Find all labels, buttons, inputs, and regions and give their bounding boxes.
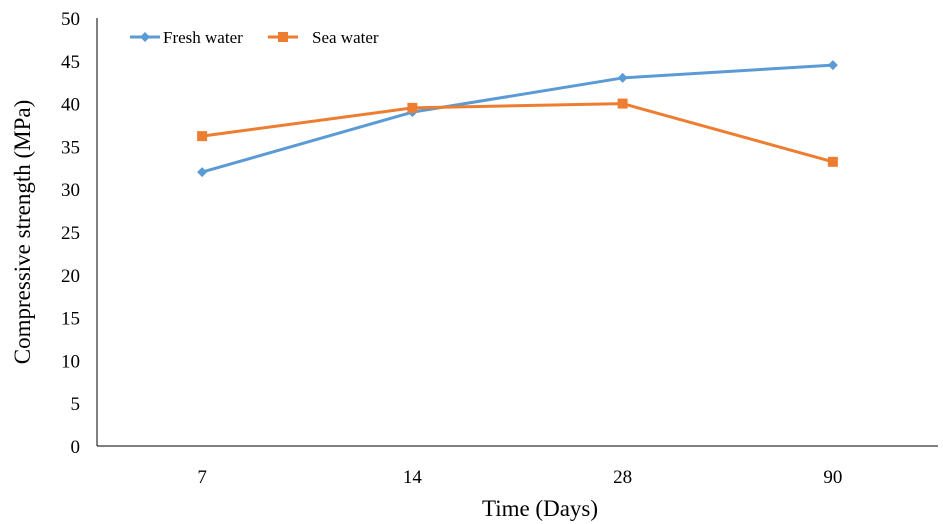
data-point-sea-water [197,131,208,142]
y-tick-label: 20 [61,266,80,287]
y-tick-label: 30 [61,180,80,201]
legend-item-sea-water: Sea water [268,28,379,47]
legend-label-fresh-water: Fresh water [163,28,243,47]
y-tick-label: 5 [71,394,81,415]
legend-label-sea-water: Sea water [312,28,379,47]
data-point-sea-water [407,102,418,113]
series-line-sea-water [201,102,834,164]
y-tick-label: 15 [61,309,80,330]
series-layer [197,60,838,178]
x-tick-label: 28 [613,467,632,488]
data-point-fresh-water [197,167,208,178]
y-tick-label: 50 [61,9,80,30]
y-tick-label: 0 [71,437,81,458]
series-line-fresh-water [201,63,833,174]
legend-marker-fresh-water [140,32,150,42]
data-point-fresh-water [827,60,838,71]
x-tick-label: 14 [403,467,423,488]
legend-item-fresh-water: Fresh water [130,28,243,47]
x-tick-label: 90 [823,467,842,488]
y-tick-labels: 0 5 10 15 20 25 30 35 40 45 50 [61,9,80,458]
y-tick-label: 40 [61,95,80,116]
axes [96,18,938,447]
data-point-fresh-water [617,72,628,83]
y-tick-label: 45 [61,52,80,73]
y-tick-label: 35 [61,137,80,158]
y-axis-title: Compressive strength (MPa) [10,100,35,364]
data-point-sea-water [617,98,628,109]
y-tick-label: 10 [61,351,80,372]
x-tick-labels: 7 14 28 90 [197,467,842,488]
data-point-sea-water [827,156,838,167]
y-tick-label: 25 [61,223,80,244]
x-axis-title: Time (Days) [482,496,598,521]
legend: Fresh water Sea water [130,28,379,47]
legend-marker-sea-water [278,32,288,42]
x-tick-label: 7 [197,467,207,488]
